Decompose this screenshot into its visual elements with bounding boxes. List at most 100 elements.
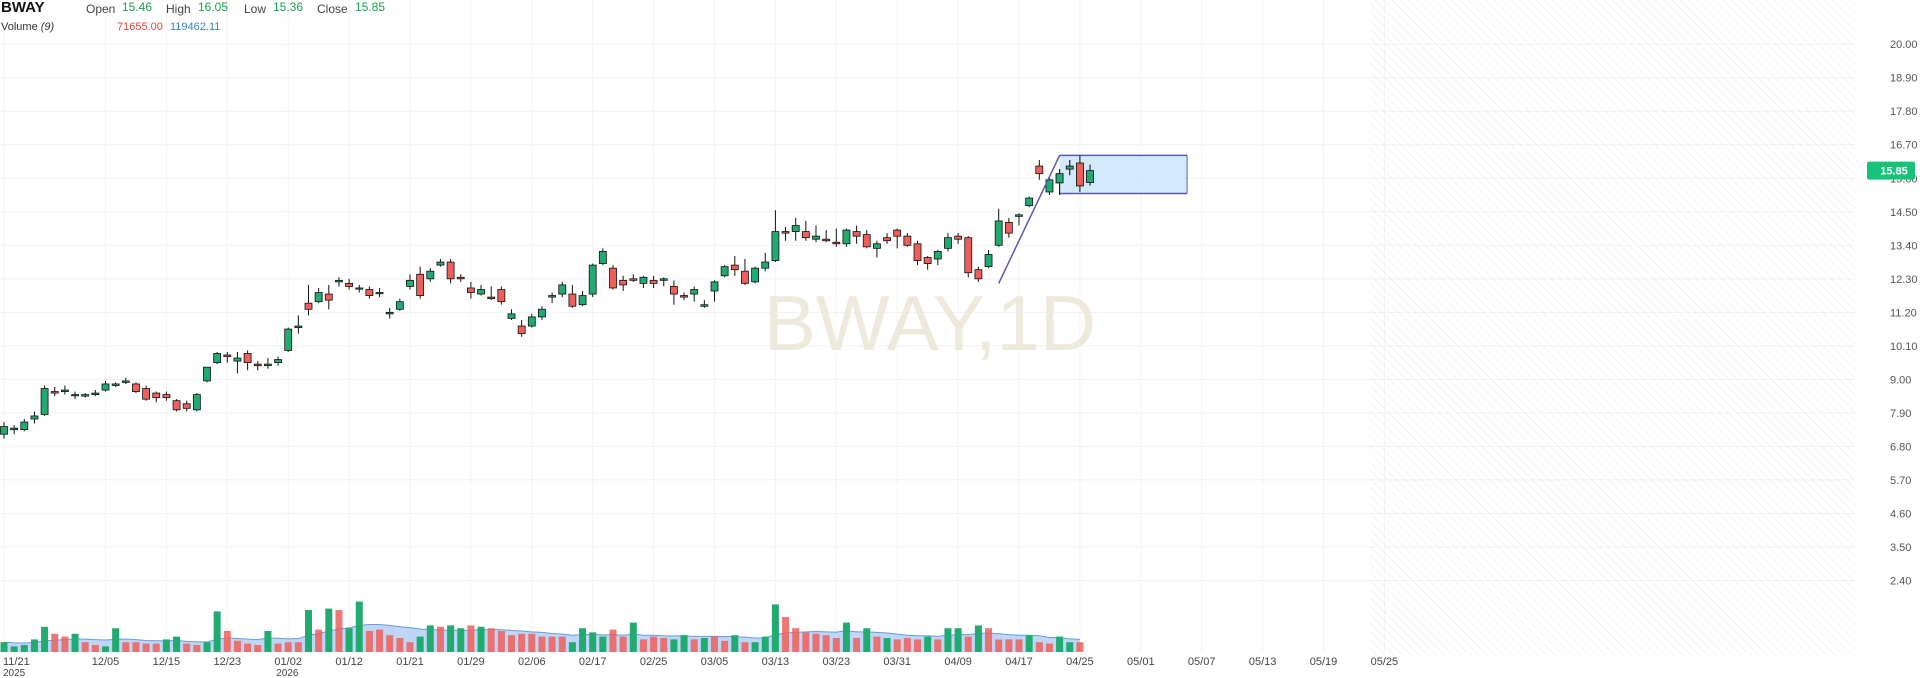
volume-bar: [558, 636, 566, 652]
candle-body: [527, 316, 536, 327]
candle-body: [274, 359, 282, 364]
candle-body: [284, 328, 293, 351]
volume-bar: [619, 636, 627, 652]
candle-body: [598, 250, 607, 264]
price-axis-label: 7.90: [1890, 408, 1911, 420]
volume-bar: [233, 640, 241, 652]
volume-bar: [842, 622, 850, 652]
volume-bar: [122, 642, 130, 652]
candle: [152, 391, 161, 403]
volume-bar: [599, 636, 607, 652]
candle: [588, 263, 597, 298]
candle-body: [426, 270, 435, 280]
candle: [538, 306, 546, 320]
candle: [274, 356, 282, 366]
candle-body: [1004, 222, 1013, 234]
candle: [994, 208, 1003, 247]
volume-bar: [254, 645, 262, 652]
candle: [456, 274, 465, 282]
volume-period: (9): [40, 21, 55, 33]
candle: [619, 275, 628, 292]
candle: [335, 277, 343, 287]
candle-body: [649, 279, 658, 284]
time-axis-label: 04/09: [944, 656, 972, 668]
volume-bar: [284, 642, 292, 652]
volume-bar: [41, 626, 49, 652]
price-axis-label: 12.30: [1890, 274, 1918, 286]
close-value: 15.85: [355, 0, 386, 14]
volume-bar: [914, 639, 921, 652]
volume-bar: [863, 628, 871, 652]
candle: [314, 287, 323, 304]
candle: [659, 277, 668, 287]
volume-bar: [376, 629, 384, 652]
volume-bar: [812, 633, 820, 652]
volume-bar: [995, 639, 1003, 652]
volume-bar: [985, 628, 993, 652]
candle-body: [61, 389, 69, 392]
time-axis-label: 01/29: [457, 656, 485, 668]
volume-bar: [974, 625, 982, 652]
candle: [801, 220, 810, 241]
candle-body: [873, 243, 881, 249]
candle: [121, 377, 130, 384]
volume-bar: [223, 631, 231, 652]
candle: [426, 268, 435, 282]
candle-body: [111, 383, 120, 386]
candle: [913, 240, 922, 266]
candle-body: [314, 292, 323, 303]
volume-bar: [30, 639, 38, 652]
volume-bar: [1066, 642, 1074, 652]
candle: [873, 240, 881, 258]
candle: [578, 291, 587, 307]
volume-bar: [325, 608, 333, 652]
candle-body: [1045, 179, 1054, 193]
volume-bar: [721, 640, 729, 652]
candle-body: [406, 279, 414, 287]
candle: [1004, 217, 1013, 238]
last-price-tag-bg: [1867, 161, 1915, 180]
candle: [568, 284, 577, 308]
volume-bar: [193, 645, 201, 652]
price-axis-label: 5.70: [1890, 475, 1911, 487]
volume-bar: [396, 638, 404, 652]
candle: [730, 255, 739, 276]
candle-body: [1025, 197, 1034, 207]
symbol-name[interactable]: BWAY: [1, 0, 45, 16]
candle-body: [558, 284, 567, 295]
candle: [466, 281, 475, 299]
price-axis-label: 10.10: [1890, 341, 1918, 353]
candle-body: [385, 311, 394, 315]
volume-bar: [436, 626, 444, 652]
candle: [10, 425, 19, 435]
candle-body: [162, 394, 171, 399]
volume-bar: [365, 631, 373, 652]
candle-body: [538, 308, 546, 318]
volume-bar: [832, 638, 840, 652]
high-label: High: [166, 2, 191, 16]
candle-body: [50, 391, 59, 394]
candle-body: [223, 354, 232, 357]
candle-body: [121, 380, 130, 383]
time-axis-label: 05/25: [1371, 656, 1399, 668]
volume-bar: [1035, 642, 1043, 652]
candle: [984, 249, 993, 269]
candle-body: [741, 270, 749, 284]
volume-bar: [629, 622, 637, 652]
price-axis-label: 14.50: [1890, 207, 1918, 219]
last-price-tag: 15.85: [1867, 161, 1915, 180]
candle-body: [355, 287, 364, 290]
volume-bar: [741, 642, 749, 652]
candle: [791, 217, 800, 241]
price-axis-label: 9.00: [1890, 374, 1911, 386]
open-label: Open: [86, 2, 116, 16]
candle-body: [822, 238, 831, 242]
candle: [40, 385, 49, 416]
candle-body: [203, 366, 211, 382]
candle-body: [101, 383, 110, 391]
candle: [162, 391, 171, 401]
volume-bar: [152, 643, 160, 652]
